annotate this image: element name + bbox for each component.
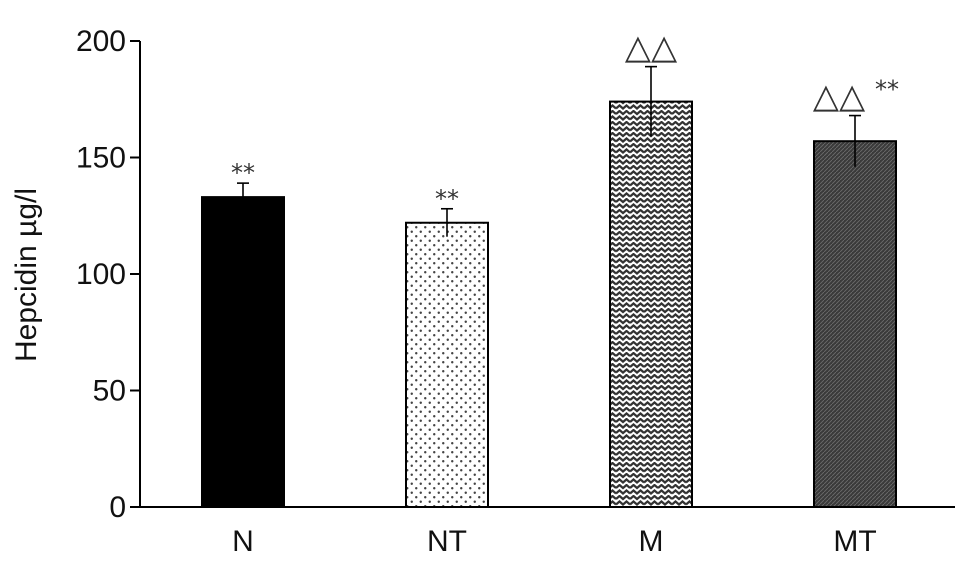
y-tick-label: 200 xyxy=(76,25,126,58)
bar-series xyxy=(201,100,897,509)
significance-stars-NT: ** xyxy=(435,185,459,213)
significance-annotations: ** ** △△ △△ ** xyxy=(231,28,899,213)
category-label-M: M xyxy=(639,525,664,558)
category-label-N: N xyxy=(232,525,254,558)
category-label-NT: NT xyxy=(427,525,467,558)
y-tick-label: 50 xyxy=(93,375,126,408)
y-axis-title: Hepcidin µg/l xyxy=(10,188,43,362)
y-axis: 0 50 100 150 200 xyxy=(76,25,141,524)
bar-NT xyxy=(405,221,489,509)
significance-triangles-M: △△ xyxy=(625,28,678,68)
error-bars xyxy=(237,65,861,237)
y-tick-label: 150 xyxy=(76,142,126,175)
y-tick-label: 0 xyxy=(109,491,126,524)
bar-MT xyxy=(813,140,897,508)
significance-stars-MT: ** xyxy=(875,76,899,104)
category-label-MT: MT xyxy=(833,525,876,558)
significance-stars-N: ** xyxy=(231,159,255,187)
significance-triangles-MT: △△ xyxy=(813,77,866,117)
bar-N xyxy=(201,196,285,509)
bar-M xyxy=(609,100,693,509)
category-labels: N NT M MT xyxy=(232,525,877,558)
y-tick-label: 100 xyxy=(76,258,126,291)
